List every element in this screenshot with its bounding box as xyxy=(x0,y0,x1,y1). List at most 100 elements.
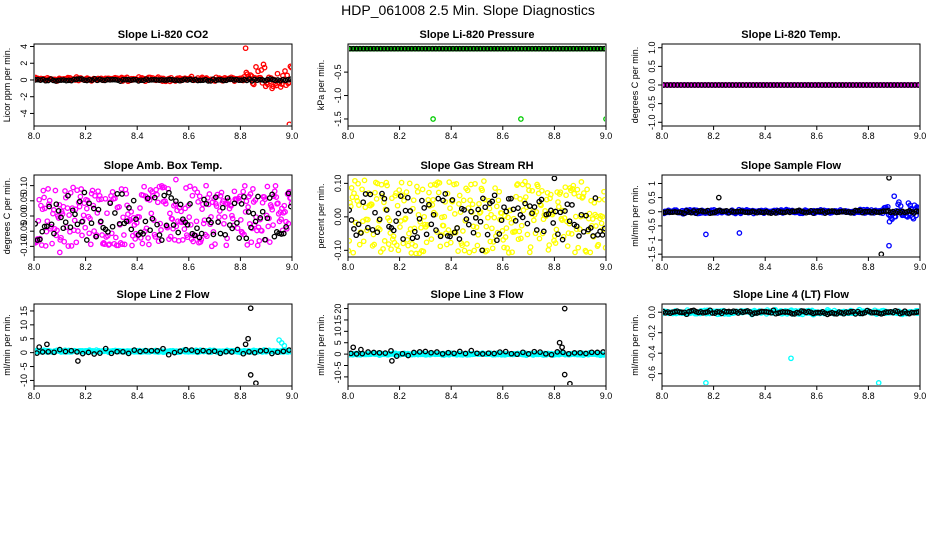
points-layer xyxy=(663,82,919,88)
data-point xyxy=(714,308,720,315)
data-point xyxy=(231,200,238,207)
data-point xyxy=(238,77,245,84)
data-point xyxy=(878,251,885,256)
plot-frame xyxy=(347,43,607,127)
data-point xyxy=(875,380,882,385)
data-point xyxy=(916,208,919,215)
panel-title: Slope Li-820 CO2 xyxy=(118,29,208,41)
data-point xyxy=(194,77,201,84)
data-point xyxy=(263,347,270,354)
x-tick-label: 8.6 xyxy=(183,262,196,272)
y-axis-label: ml/min per min. xyxy=(630,314,640,376)
panel-title: Slope Sample Flow xyxy=(741,160,842,172)
data-point xyxy=(139,240,146,247)
data-point xyxy=(102,345,109,352)
data-point xyxy=(474,350,480,357)
data-point xyxy=(400,240,407,247)
data-point xyxy=(151,194,158,201)
data-point xyxy=(498,210,505,217)
data-point xyxy=(915,208,919,215)
data-point xyxy=(155,238,162,245)
data-point xyxy=(915,309,919,315)
data-point xyxy=(519,214,526,221)
data-point xyxy=(142,347,149,354)
data-point xyxy=(158,76,165,83)
data-point xyxy=(162,198,168,204)
data-point xyxy=(81,189,88,196)
data-point xyxy=(436,180,443,186)
data-point xyxy=(419,45,425,52)
data-point xyxy=(566,220,573,227)
data-point xyxy=(265,223,272,230)
data-point xyxy=(402,207,409,214)
data-point xyxy=(156,77,162,83)
data-point xyxy=(75,228,81,234)
panel-title: Slope Line 2 Flow xyxy=(117,289,210,301)
data-point xyxy=(79,350,86,357)
y-axis-label: degrees C per min. xyxy=(630,47,640,124)
data-point xyxy=(591,45,597,52)
data-point xyxy=(463,45,470,52)
data-point xyxy=(542,45,549,52)
data-point xyxy=(479,351,486,357)
data-point xyxy=(525,351,532,357)
data-point xyxy=(503,208,510,215)
data-point xyxy=(481,45,487,52)
data-point xyxy=(444,190,451,197)
x-tick-label: 8.0 xyxy=(342,391,355,401)
data-point xyxy=(360,199,367,206)
x-tick-label: 9.0 xyxy=(286,262,299,272)
data-point xyxy=(522,194,529,200)
data-point xyxy=(381,195,388,202)
data-point xyxy=(405,352,412,359)
data-point xyxy=(122,76,129,83)
data-point xyxy=(213,203,220,209)
data-point xyxy=(79,218,85,225)
data-point xyxy=(121,232,127,238)
data-point xyxy=(194,189,201,196)
data-point xyxy=(536,45,542,52)
data-point xyxy=(562,208,568,214)
data-point xyxy=(575,244,582,251)
data-point xyxy=(194,348,201,355)
data-point xyxy=(449,197,456,203)
data-point xyxy=(53,78,59,84)
data-point xyxy=(287,203,291,210)
data-point xyxy=(460,228,466,234)
data-point xyxy=(568,231,575,237)
y-axis-label: Licor ppm per min. xyxy=(2,48,12,123)
data-point xyxy=(477,218,484,225)
points-layer xyxy=(35,305,291,385)
data-point xyxy=(216,214,222,220)
x-tick-label: 8.2 xyxy=(393,391,406,401)
data-point xyxy=(492,185,498,191)
data-point xyxy=(836,82,843,88)
data-point xyxy=(109,223,116,230)
data-point xyxy=(520,207,527,214)
data-point xyxy=(886,176,892,181)
data-point xyxy=(269,191,275,198)
data-point xyxy=(283,224,289,230)
data-point xyxy=(151,76,157,83)
data-point xyxy=(35,350,40,356)
plot-frame xyxy=(33,303,293,387)
data-point xyxy=(287,63,291,70)
data-point xyxy=(784,82,791,88)
data-point xyxy=(430,211,437,218)
data-point xyxy=(108,350,115,357)
y-tick-label: 0.10 xyxy=(333,175,343,193)
data-point xyxy=(577,45,584,52)
data-point xyxy=(496,188,503,195)
data-point xyxy=(516,228,523,235)
data-point xyxy=(219,204,226,211)
y-axis-label: degrees C per min. xyxy=(2,178,12,255)
data-point xyxy=(491,192,498,199)
data-point xyxy=(421,205,428,211)
data-point xyxy=(715,194,722,201)
data-point xyxy=(456,192,463,199)
data-point xyxy=(58,234,64,241)
data-point xyxy=(141,183,147,190)
data-point xyxy=(536,235,543,242)
data-point xyxy=(350,344,357,351)
data-point xyxy=(63,224,70,230)
